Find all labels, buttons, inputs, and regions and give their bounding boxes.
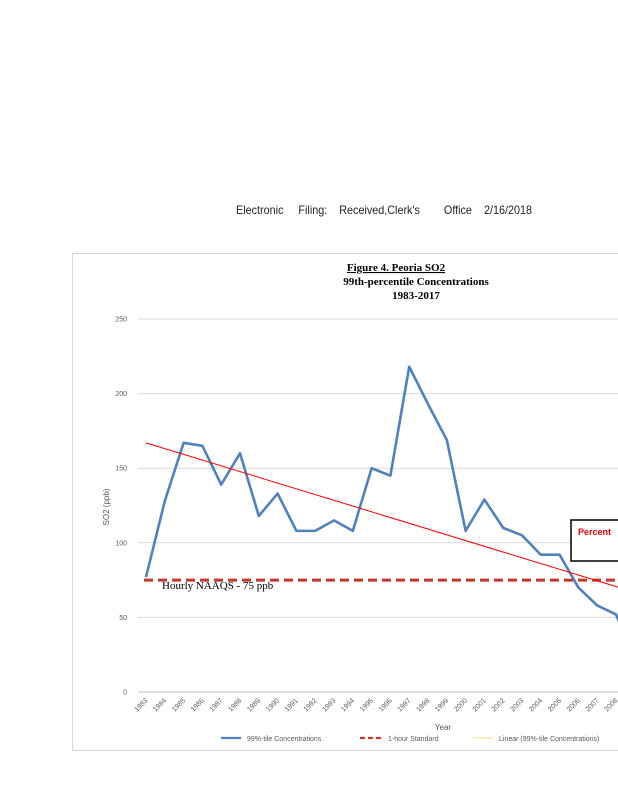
x-tick-2000: 2000 — [453, 697, 469, 713]
x-tick-2008: 2008 — [603, 697, 618, 713]
chart-title-line-3: 1983-2017 — [392, 290, 440, 302]
chart-frame: 0 50 100 150 200 250 1983 1984 1985 1986 1987 1988… — [72, 253, 618, 751]
x-tick-1999: 1999 — [434, 697, 450, 713]
x-tick-1984: 1984 — [152, 697, 168, 713]
y-tick-50: 50 — [119, 615, 127, 622]
x-tick-2007: 2007 — [585, 697, 601, 713]
x-axis-title: Year — [435, 723, 452, 732]
y-tick-150: 150 — [115, 466, 127, 473]
percent-callout-text: Percent — [578, 527, 611, 537]
y-tick-100: 100 — [115, 540, 127, 547]
x-tick-2001: 2001 — [472, 697, 488, 713]
x-tick-2005: 2005 — [547, 697, 563, 713]
x-tick-1996: 1996 — [378, 697, 394, 713]
x-tick-1991: 1991 — [284, 697, 300, 713]
x-tick-1994: 1994 — [340, 697, 356, 713]
x-tick-1987: 1987 — [209, 697, 225, 713]
legend-label-concentrations: 99%-tile Concentrations — [247, 736, 322, 743]
series-layer — [144, 365, 618, 623]
legend-label-1-hour-standard: 1-hour Standard — [388, 736, 439, 743]
x-tick-2004: 2004 — [528, 697, 544, 713]
percent-callout-box — [570, 519, 618, 562]
x-tick-1995: 1995 — [359, 697, 375, 713]
gridlines — [138, 318, 618, 693]
so2-line-chart: 0 50 100 150 200 250 1983 1984 1985 1986 1987 1988… — [102, 262, 618, 743]
filing-header: Electronic Filing: Received,Clerk's Offi… — [236, 203, 532, 217]
x-tick-1998: 1998 — [415, 697, 431, 713]
chart-title-line-1: Figure 4. Peoria SO2 — [347, 262, 446, 274]
x-tick-1992: 1992 — [303, 697, 319, 713]
series-line-linear-trend — [145, 442, 618, 588]
x-tick-2002: 2002 — [491, 697, 507, 713]
series-line-concentrations — [144, 365, 618, 623]
naaqs-annotation: Hourly NAAQS - 75 ppb — [162, 580, 274, 592]
y-tick-250: 250 — [115, 317, 127, 324]
y-tick-200: 200 — [115, 391, 127, 398]
y-axis-ticks: 0 50 100 150 200 250 — [115, 317, 127, 697]
x-tick-2003: 2003 — [509, 697, 525, 713]
y-tick-0: 0 — [123, 690, 127, 697]
x-tick-1985: 1985 — [171, 697, 187, 713]
x-axis-ticks: 1983 1984 1985 1986 1987 1988 1989 1990 1991 1992… — [133, 697, 618, 713]
x-tick-1997: 1997 — [397, 697, 413, 713]
x-tick-2006: 2006 — [566, 697, 582, 713]
x-tick-1983: 1983 — [133, 697, 149, 713]
y-axis-title: SO2 (ppb) — [102, 488, 111, 525]
x-tick-1993: 1993 — [321, 697, 337, 713]
x-tick-1990: 1990 — [265, 697, 281, 713]
legend-label-linear-trend: Linear (99%-tile Concentrations) — [499, 736, 599, 743]
x-tick-1989: 1989 — [246, 697, 262, 713]
x-tick-1988: 1988 — [227, 697, 243, 713]
chart-title-line-2: 99th-percentile Concentrations — [343, 276, 489, 288]
legend: 99%-tile Concentrations 1-hour Standard … — [221, 736, 599, 743]
x-tick-1986: 1986 — [190, 697, 206, 713]
